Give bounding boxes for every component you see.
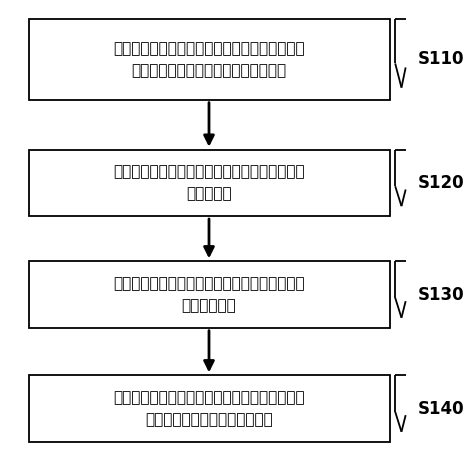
- Text: S130: S130: [418, 285, 464, 304]
- Text: 在该网络设备本地执行配置加载功能，加载配置
文件的相应配置到该网络设备上: 在该网络设备本地执行配置加载功能，加载配置 文件的相应配置到该网络设备上: [113, 390, 305, 427]
- Text: 根据网络设备的属性和功能要求，预先为网络设
备编写配置文件并存放至指定的服务器: 根据网络设备的属性和功能要求，预先为网络设 备编写配置文件并存放至指定的服务器: [113, 41, 305, 78]
- Bar: [28, 150, 390, 216]
- Text: 在网络设备本地配置该服务器的地址以及该配置
文件的名称: 在网络设备本地配置该服务器的地址以及该配置 文件的名称: [113, 164, 305, 201]
- Text: S140: S140: [418, 399, 464, 418]
- Bar: [28, 19, 390, 100]
- Text: 在需要时根据该地址及名称将该配置文件下载到
网络设备本地: 在需要时根据该地址及名称将该配置文件下载到 网络设备本地: [113, 276, 305, 313]
- Bar: [28, 261, 390, 328]
- Text: S110: S110: [418, 50, 464, 68]
- Text: S120: S120: [418, 174, 464, 192]
- Bar: [28, 375, 390, 442]
